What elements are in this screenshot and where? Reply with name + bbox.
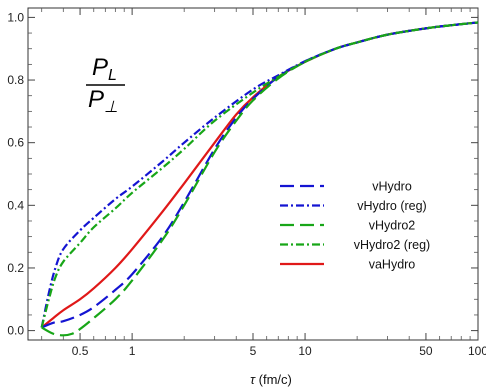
ratio-denominator: P⊥ bbox=[88, 86, 118, 116]
legend-label: vHydro2 bbox=[369, 219, 416, 233]
legend-label: vHydro bbox=[372, 180, 412, 194]
series-line-vhydro2-reg bbox=[40, 21, 479, 328]
ratio-annotation: PL P⊥ bbox=[86, 54, 125, 116]
series-line-vhydro-reg bbox=[40, 21, 479, 328]
x-tick-label: 0.5 bbox=[72, 344, 89, 358]
x-tick-label: 5 bbox=[250, 344, 257, 358]
x-axis-title: τ (fm/c) bbox=[250, 372, 292, 387]
y-tick-label: 0.6 bbox=[7, 136, 24, 150]
series-layer bbox=[40, 21, 479, 337]
x-tick-label: 50 bbox=[419, 344, 433, 358]
y-tick-label: 0.8 bbox=[7, 73, 24, 87]
ticks-layer: 0.5 1 5 10 50 100 0.0 0.2 0.4 0.6 0.8 1.0 bbox=[7, 8, 486, 358]
y-tick-label: 0.2 bbox=[7, 261, 24, 275]
legend: vHydro vHydro (reg) vHydro2 vHydro2 (reg) va… bbox=[280, 180, 430, 272]
x-tick-label: 10 bbox=[298, 344, 312, 358]
legend-label: vHydro2 (reg) bbox=[354, 238, 430, 252]
x-tick-label: 1 bbox=[129, 344, 136, 358]
x-tick-label: 100 bbox=[468, 344, 486, 358]
y-tick-label: 0.4 bbox=[7, 198, 24, 212]
legend-label: vaHydro bbox=[369, 258, 416, 272]
legend-label: vHydro (reg) bbox=[357, 199, 426, 213]
ratio-numerator: PL bbox=[92, 54, 117, 84]
y-tick-label: 1.0 bbox=[7, 10, 24, 24]
y-tick-label: 0.0 bbox=[7, 324, 24, 338]
